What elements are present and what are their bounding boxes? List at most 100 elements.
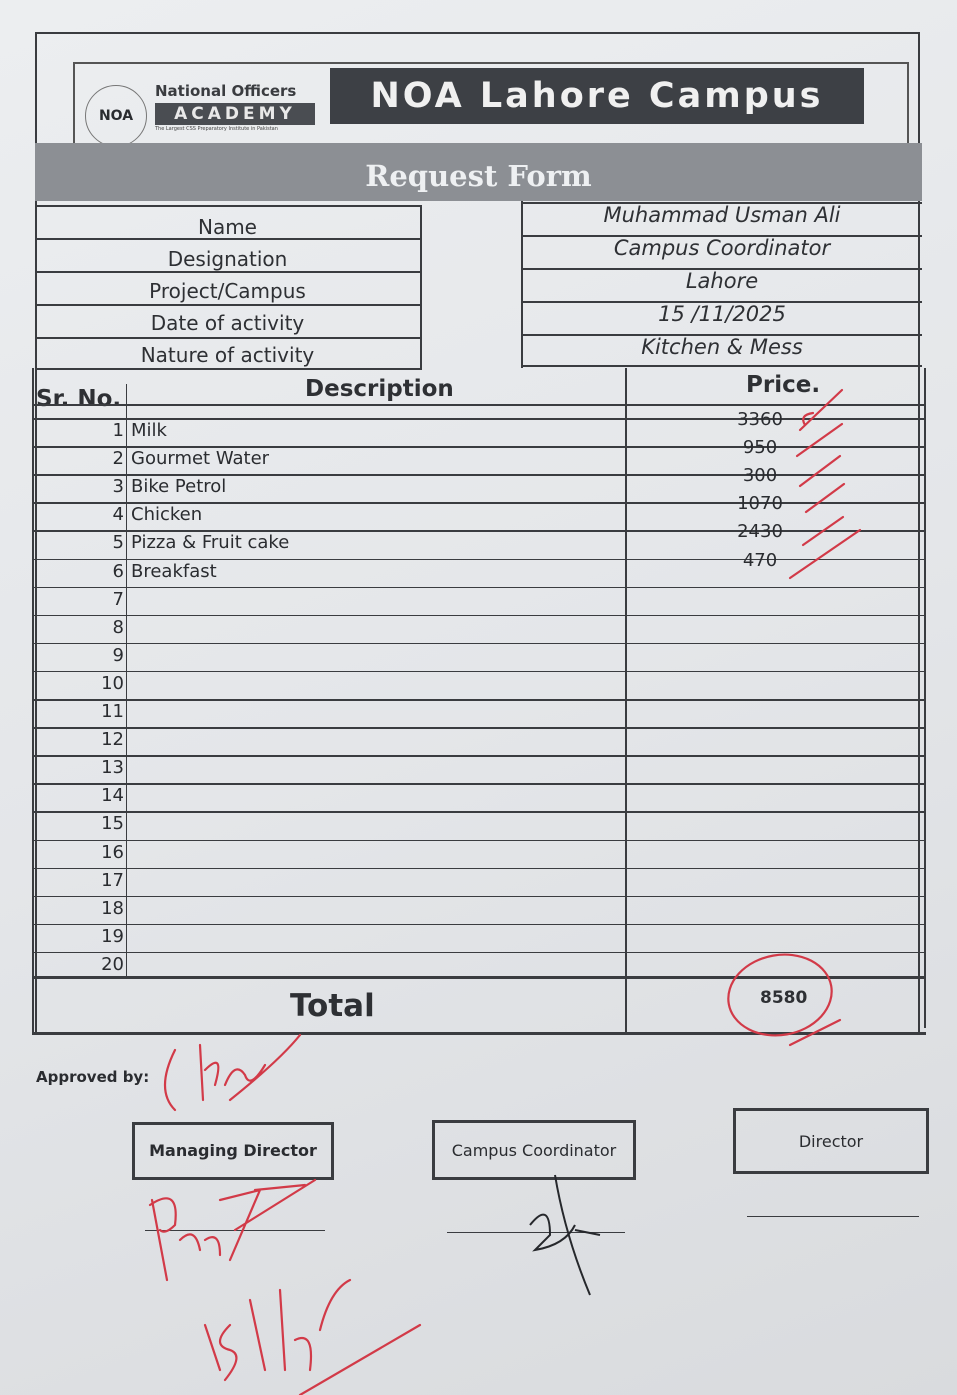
director-sign-line [747, 1216, 919, 1217]
row-sr: 1 [112, 420, 124, 441]
row-price: 300 [742, 465, 778, 487]
total-label: Total [290, 988, 375, 1024]
check-marks [788, 388, 862, 580]
row-sr: 9 [112, 644, 124, 666]
org-name: National Officers [155, 82, 297, 100]
row-sr: 5 [112, 532, 124, 554]
managing-director-box: Managing Director [132, 1122, 334, 1180]
row-line [32, 586, 924, 589]
info-line [522, 268, 922, 270]
row-line [32, 727, 924, 729]
row-line [32, 642, 924, 645]
row-line [32, 923, 924, 926]
info-line [35, 337, 422, 339]
row-line [32, 811, 924, 813]
info-line [35, 271, 422, 273]
total-line [32, 976, 926, 979]
row-line [32, 839, 924, 841]
row-sr: 10 [101, 672, 124, 694]
header-price: Price. [746, 372, 821, 398]
info-line [35, 238, 422, 240]
row-line [32, 530, 924, 532]
info-label: Nature of activity [140, 343, 315, 367]
row-price: 3360 [737, 409, 783, 430]
row-line [32, 699, 924, 701]
row-line [32, 404, 924, 406]
row-line [32, 474, 924, 476]
row-sr: 16 [101, 841, 124, 863]
header-sr-no: Sr. No. [36, 386, 122, 412]
row-sr: 19 [101, 925, 124, 947]
row-line [32, 895, 924, 898]
row-sr: 20 [101, 953, 124, 975]
form-border [35, 32, 920, 1032]
row-line [32, 502, 924, 504]
info-line [35, 304, 422, 306]
info-line [35, 368, 422, 370]
row-line [32, 755, 924, 757]
info-label: Project/Campus [149, 279, 306, 303]
row-description: Pizza & Fruit cake [131, 532, 290, 554]
row-line [32, 446, 924, 448]
row-price: 470 [742, 549, 778, 571]
director-box: Director [733, 1108, 929, 1174]
row-price: 2430 [737, 521, 783, 543]
info-value: Kitchen & Mess [641, 335, 803, 359]
row-line [32, 418, 924, 420]
row-price: 1070 [737, 493, 783, 515]
info-line [522, 334, 922, 336]
header-description: Description [305, 376, 454, 402]
row-description: Milk [131, 420, 167, 441]
row-sr: 2 [112, 448, 124, 470]
row-description: Gourmet Water [131, 448, 270, 470]
row-line [32, 670, 924, 673]
row-line [32, 783, 924, 785]
row-sr: 6 [112, 560, 124, 582]
row-sr: 12 [101, 729, 124, 751]
row-sr: 8 [112, 616, 124, 638]
col-divider [126, 384, 127, 978]
org-academy: ACADEMY [155, 103, 315, 125]
info-label: Designation [167, 247, 288, 271]
tagline: The Largest CSS Preparatory Institute in… [155, 126, 278, 132]
info-divider [521, 201, 523, 368]
info-value: Campus Coordinator [613, 236, 831, 260]
row-sr: 4 [112, 504, 124, 526]
row-sr: 7 [112, 588, 124, 610]
info-line [522, 365, 922, 367]
row-sr: 13 [101, 757, 124, 779]
campus-coordinator-box: Campus Coordinator [432, 1120, 636, 1180]
table-border-left [32, 368, 34, 1034]
info-divider [420, 205, 422, 368]
row-line [32, 614, 924, 617]
approved-by-label: Approved by: [36, 1068, 150, 1086]
info-line [35, 205, 422, 207]
row-sr: 17 [101, 869, 124, 891]
row-line [32, 558, 924, 560]
campus-title: NOA Lahore Campus [330, 68, 864, 124]
info-value: 15 /11/2025 [658, 302, 786, 326]
row-description: Chicken [131, 504, 203, 526]
info-value: Lahore [685, 269, 759, 293]
info-line [522, 235, 922, 237]
logo-text: NOA [98, 108, 134, 124]
coordinator-signature [529, 1174, 601, 1296]
form-title: Request Form [35, 143, 922, 201]
row-sr: 14 [101, 785, 124, 807]
row-line [32, 867, 924, 870]
info-line [522, 301, 922, 303]
info-label: Name [197, 215, 257, 239]
coordinator-sign-line [447, 1232, 625, 1233]
row-description: Bike Petrol [131, 476, 227, 498]
row-sr: 11 [101, 701, 124, 722]
md-signature [148, 1178, 422, 1395]
info-value: Muhammad Usman Ali [603, 203, 841, 227]
approver-signature [164, 1033, 302, 1112]
row-sr: 18 [101, 897, 124, 919]
row-sr: 15 [101, 813, 124, 835]
row-price: 950 [742, 437, 778, 459]
row-line [32, 951, 924, 954]
total-circle [727, 953, 833, 1037]
